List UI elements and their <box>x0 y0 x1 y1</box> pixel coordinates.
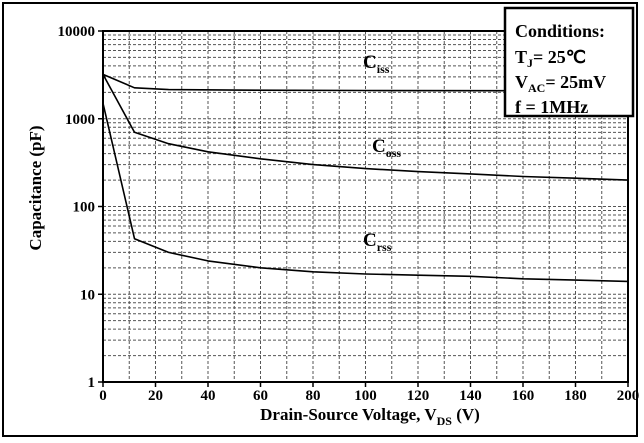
series-line-coss <box>102 74 629 181</box>
curve-layer <box>102 73 629 283</box>
conditions-title: Conditions: <box>515 21 605 41</box>
condition-f: f = 1MHz <box>515 97 588 117</box>
y-tick-label: 1000 <box>65 112 95 128</box>
x-tick-label: 200 <box>617 388 640 404</box>
x-tick-label: 100 <box>354 388 377 404</box>
condition-vac: VAC= 25mV <box>515 72 606 95</box>
x-tick-label: 20 <box>148 388 163 404</box>
y-tick-label: 10 <box>80 287 95 303</box>
series-label-crss: Crss <box>363 230 392 254</box>
y-tick-label: 1 <box>88 375 96 391</box>
series-label-coss: Coss <box>372 136 401 160</box>
x-tick-label: 40 <box>201 388 216 404</box>
conditions-box: Conditions: TJ= 25℃ VAC= 25mV f = 1MHz <box>503 6 635 118</box>
x-tick-label: 80 <box>306 388 321 404</box>
series-line-crss <box>102 103 629 283</box>
x-tick-label: 0 <box>99 388 107 404</box>
series-line-ciss <box>102 73 629 92</box>
x-tick-label: 60 <box>253 388 268 404</box>
y-tick-label: 100 <box>73 200 96 216</box>
condition-tj: TJ= 25℃ <box>515 47 586 70</box>
x-tick-label: 140 <box>459 388 482 404</box>
y-axis-label: Capacitance (pF) <box>26 125 45 250</box>
series-label-ciss: Ciss <box>363 52 390 76</box>
x-tick-label: 120 <box>407 388 430 404</box>
tick-layer: 0 20 40 60 80 100 120 140 160 180 200 1 10 100 1000 100… <box>58 24 640 404</box>
x-tick-label: 180 <box>564 388 587 404</box>
y-tick-label: 10000 <box>58 24 96 40</box>
x-axis-label: Drain-Source Voltage, VDS (V) <box>260 405 480 428</box>
x-tick-label: 160 <box>512 388 535 404</box>
